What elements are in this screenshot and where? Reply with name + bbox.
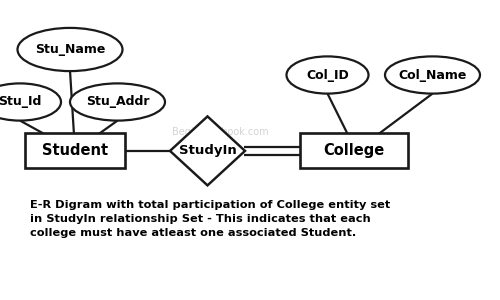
- Ellipse shape: [70, 83, 165, 121]
- Text: Stu_Id: Stu_Id: [0, 95, 42, 109]
- Text: E-R Digram with total participation of College entity set
in StudyIn relationshi: E-R Digram with total participation of C…: [30, 200, 390, 238]
- Ellipse shape: [286, 56, 368, 94]
- Text: Stu_Name: Stu_Name: [35, 43, 105, 56]
- Text: Col_Name: Col_Name: [398, 68, 466, 82]
- Polygon shape: [170, 116, 245, 185]
- Text: Beginnersbook.com: Beginnersbook.com: [172, 127, 268, 137]
- Text: College: College: [323, 143, 384, 158]
- Text: StudyIn: StudyIn: [178, 144, 236, 158]
- Ellipse shape: [385, 56, 480, 94]
- Text: Stu_Addr: Stu_Addr: [86, 95, 149, 109]
- Text: Col_ID: Col_ID: [306, 68, 349, 82]
- Ellipse shape: [0, 83, 61, 121]
- Text: Student: Student: [42, 143, 108, 158]
- FancyBboxPatch shape: [300, 134, 408, 168]
- Ellipse shape: [18, 28, 122, 71]
- FancyBboxPatch shape: [25, 134, 125, 168]
